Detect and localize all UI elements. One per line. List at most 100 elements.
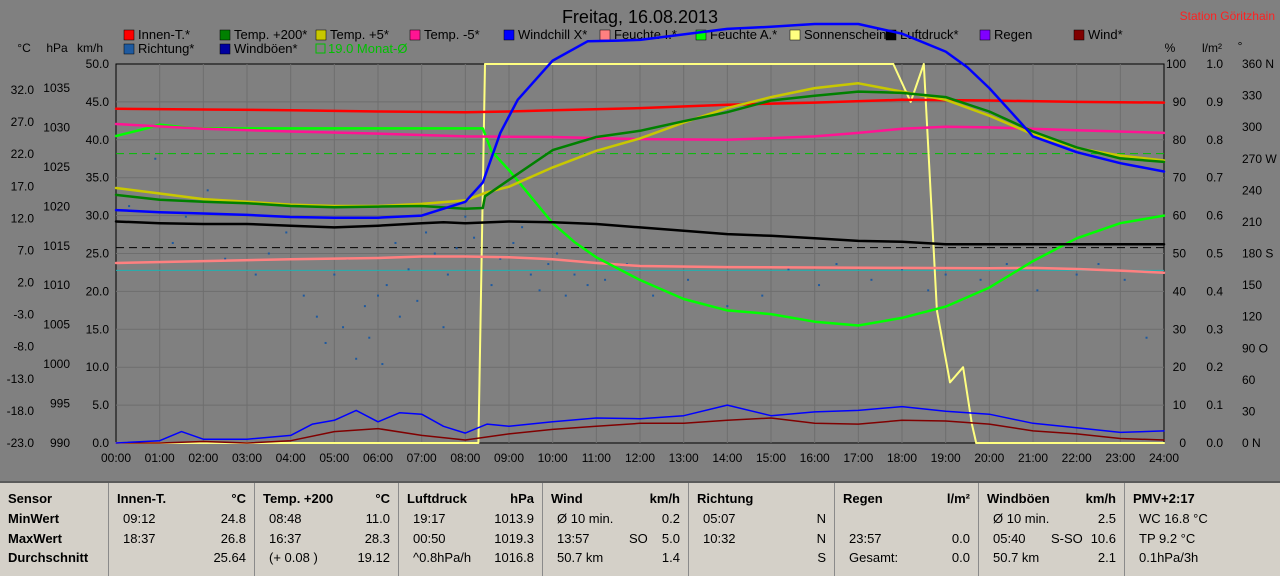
y-tick-direction: 210 bbox=[1242, 215, 1262, 229]
y-tick-rain: 0.2 bbox=[1206, 360, 1223, 374]
x-tick-label: 06:00 bbox=[363, 451, 393, 465]
y-tick-direction: 270 W bbox=[1242, 152, 1277, 166]
stats-label: 0.1hPa/3h bbox=[1139, 550, 1199, 565]
y-tick-pressure: 1000 bbox=[43, 357, 70, 371]
series-line-sonnenschein bbox=[115, 63, 1165, 444]
stats-column-title: Temp. +200 bbox=[263, 491, 334, 506]
stats-row: 0.1hPa/3h bbox=[1125, 550, 1280, 569]
stats-label: (+ 0.08 ) bbox=[269, 550, 318, 565]
x-tick-label: 22:00 bbox=[1062, 451, 1092, 465]
stats-column-unit: °C bbox=[375, 491, 390, 506]
stats-row bbox=[835, 511, 978, 530]
stats-column-title: Sensor bbox=[8, 491, 53, 506]
axis-unit-rain: l/m² bbox=[1202, 41, 1222, 55]
y-tick-direction: 240 bbox=[1242, 183, 1262, 197]
direction-point bbox=[446, 273, 449, 276]
direction-point bbox=[979, 278, 982, 281]
direction-point bbox=[818, 284, 821, 287]
stats-mid: SO bbox=[629, 530, 648, 546]
direction-point bbox=[687, 278, 690, 281]
legend-swatch bbox=[503, 29, 515, 41]
stats-row: MinWert bbox=[0, 511, 108, 530]
direction-point bbox=[416, 299, 419, 302]
stats-label: ^0.8hPa/h bbox=[413, 550, 472, 565]
legend-swatch bbox=[315, 29, 327, 41]
direction-point bbox=[433, 252, 436, 255]
y-tick-rain: 0.3 bbox=[1206, 322, 1223, 336]
x-tick-label: 13:00 bbox=[669, 451, 699, 465]
stats-row: Gesamt: 0.0 bbox=[835, 550, 978, 569]
stats-value: 2.5 bbox=[1097, 511, 1116, 526]
y-tick-temp: 22.0 bbox=[11, 147, 35, 161]
stats-value: 1.4 bbox=[661, 550, 680, 565]
y-tick-pressure: 1035 bbox=[43, 81, 70, 95]
stats-value: N bbox=[816, 511, 826, 526]
stats-label: 08:48 bbox=[269, 511, 302, 526]
direction-point bbox=[342, 326, 345, 329]
stats-column-title: Innen-T. bbox=[117, 491, 167, 506]
direction-point bbox=[547, 263, 550, 266]
y-tick-temp: 2.0 bbox=[17, 276, 34, 290]
series-line-innen-t bbox=[114, 98, 1166, 114]
series-line-windchill-x bbox=[114, 22, 1166, 219]
stats-column: PMV+2:17 WC 16.8 °C TP 9.2 °C 0.1hPa/3h bbox=[1124, 483, 1280, 576]
y-tick-humidity: 80 bbox=[1173, 133, 1187, 147]
stats-label: 09:12 bbox=[123, 511, 156, 526]
y-tick-pressure: 1015 bbox=[43, 239, 70, 253]
y-tick-temp: -18.0 bbox=[7, 404, 35, 418]
y-tick-temp: 17.0 bbox=[11, 179, 35, 193]
y-tick-pressure: 995 bbox=[50, 397, 70, 411]
legend-label: Temp. +5* bbox=[330, 27, 389, 42]
y-tick-humidity: 0 bbox=[1179, 436, 1186, 450]
stats-value: 25.64 bbox=[213, 550, 246, 565]
y-tick-pressure: 1030 bbox=[43, 120, 70, 134]
x-tick-label: 24:00 bbox=[1149, 451, 1179, 465]
direction-point bbox=[1005, 263, 1008, 266]
y-tick-wind: 30.0 bbox=[86, 209, 110, 223]
series-line-luftdruck bbox=[114, 220, 1166, 246]
x-tick-label: 14:00 bbox=[712, 451, 742, 465]
stats-row: Ø 10 min. 0.2 bbox=[543, 511, 688, 530]
x-tick-label: 01:00 bbox=[145, 451, 175, 465]
y-tick-humidity: 70 bbox=[1173, 171, 1187, 185]
direction-point bbox=[564, 294, 567, 297]
direction-point bbox=[521, 226, 524, 229]
stats-label: TP 9.2 °C bbox=[1139, 530, 1196, 546]
direction-point bbox=[473, 236, 476, 239]
direction-point bbox=[398, 315, 401, 318]
direction-point bbox=[761, 294, 764, 297]
stats-label: MaxWert bbox=[8, 530, 62, 546]
legend-label: Windchill X* bbox=[518, 27, 587, 42]
stats-label: WC 16.8 °C bbox=[1139, 511, 1208, 526]
legend-label: Sonnenschein bbox=[804, 27, 886, 42]
direction-point bbox=[1097, 263, 1100, 266]
stats-label: 05:40 bbox=[993, 530, 1026, 546]
y-tick-direction: 120 bbox=[1242, 310, 1262, 324]
y-tick-rain: 0.4 bbox=[1206, 284, 1223, 298]
stats-column-unit: km/h bbox=[1085, 491, 1116, 506]
stats-label: Gesamt: bbox=[849, 550, 899, 565]
direction-point bbox=[381, 363, 384, 366]
x-tick-label: 15:00 bbox=[756, 451, 786, 465]
stats-column: Sensor MinWert MaxWert Durchschnitt bbox=[0, 483, 108, 576]
y-tick-rain: 0.8 bbox=[1206, 133, 1223, 147]
series-line-temp-5 bbox=[114, 82, 1166, 208]
direction-point bbox=[586, 284, 589, 287]
stats-value: 26.8 bbox=[220, 530, 246, 546]
stats-row: (+ 0.08 ) 19.12 bbox=[255, 550, 398, 569]
stats-column: Windböen km/h Ø 10 min. 2.5 05:40 S-SO 10.6 50.… bbox=[978, 483, 1124, 576]
stats-row: 00:50 1019.3 bbox=[399, 531, 542, 550]
direction-point bbox=[315, 315, 318, 318]
x-tick-label: 04:00 bbox=[276, 451, 306, 465]
x-tick-label: 08:00 bbox=[450, 451, 480, 465]
direction-point bbox=[652, 294, 655, 297]
stats-column: Richtung 05:07 N 10:32 N S bbox=[688, 483, 834, 576]
stats-row: Ø 10 min. 2.5 bbox=[979, 511, 1124, 530]
legend-swatch bbox=[123, 29, 135, 41]
y-tick-rain: 0.6 bbox=[1206, 209, 1223, 223]
stats-label: 13:57 bbox=[557, 530, 590, 546]
stats-value: 11.0 bbox=[365, 511, 390, 526]
x-tick-label: 23:00 bbox=[1105, 451, 1135, 465]
x-tick-label: 05:00 bbox=[319, 451, 349, 465]
direction-point bbox=[324, 341, 327, 344]
